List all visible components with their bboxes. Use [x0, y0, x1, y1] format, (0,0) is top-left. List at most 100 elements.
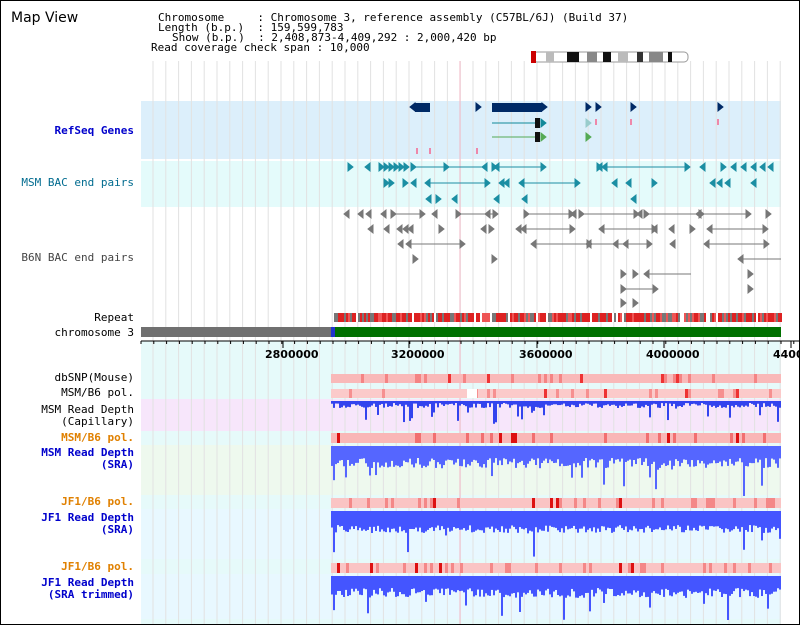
jf1-trim-depth-bar — [673, 576, 675, 593]
msm-bac-end — [709, 177, 716, 189]
track-label-msm-b6-pol-2[interactable]: MSM/B6 pol. — [61, 431, 134, 444]
track-label-msm-read-depth-capillary[interactable]: MSM Read Depth (Capillary) — [41, 403, 134, 428]
jf1-sra-depth-bar — [477, 511, 479, 530]
track-label-jf1-b6-pol-2[interactable]: JF1/B6 pol. — [61, 560, 134, 573]
jf1-sra-depth-bar — [647, 511, 649, 526]
msm-b6-pol-bin — [736, 433, 739, 443]
msm-b6-pol-bin — [541, 433, 544, 443]
track-label-jf1-b6-pol-1[interactable]: JF1/B6 pol. — [61, 495, 134, 508]
jf1-sra-depth-bar — [567, 511, 569, 530]
jf1-sra-depth-bar — [629, 511, 631, 530]
repeat-segment — [684, 313, 686, 322]
jf1-b6-pol-bin — [466, 563, 469, 573]
msm-capillary-depth-bar — [709, 401, 711, 406]
jf1-trim-depth-bar — [501, 576, 503, 616]
msm-capillary-depth-bar — [549, 401, 551, 406]
track-label-msm-b6-pol-1[interactable]: MSM/B6 pol. — [61, 386, 134, 399]
track-label-msm-read-depth-sra[interactable]: MSM Read Depth (SRA) — [41, 446, 134, 471]
dbsnp-bin — [469, 374, 472, 383]
track-label-chromosome[interactable]: chromosome 3 — [54, 326, 134, 339]
msm-sra-depth-bar — [693, 446, 695, 467]
msm-b6-pol-bin — [613, 433, 616, 443]
jf1-trim-depth-bar — [647, 576, 649, 597]
msm-sra-depth-bar — [731, 446, 733, 464]
msm-sra-depth-bar — [429, 446, 431, 462]
dbsnp-bin — [577, 374, 580, 383]
dbsnp-bin — [709, 374, 712, 383]
repeat-segment — [612, 313, 614, 322]
jf1-b6-pol-bin — [475, 563, 478, 573]
jf1-b6-pol-bin — [505, 563, 508, 573]
jf1-sra-depth-bar — [717, 511, 719, 527]
msm-sra-depth-bar — [345, 446, 347, 478]
repeat-segment — [402, 313, 404, 322]
jf1-sra-depth-bar — [471, 511, 473, 533]
jf1-b6-pol-bin — [559, 498, 562, 508]
msm-capillary-depth-bar — [409, 401, 411, 421]
jf1-b6-pol-bin — [685, 498, 688, 508]
repeat-segment — [518, 313, 520, 322]
msm-b6-pol-bin — [493, 389, 496, 398]
repeat-segment — [618, 313, 620, 322]
jf1-sra-depth-bar — [747, 511, 749, 532]
jf1-sra-depth-bar — [763, 511, 765, 533]
jf1-trim-depth-bar — [561, 576, 563, 596]
track-label-jf1-read-depth-trimmed[interactable]: JF1 Read Depth (SRA trimmed) — [41, 576, 134, 601]
msm-bac-end — [521, 193, 528, 205]
repeat-segment — [588, 313, 590, 322]
msm-sra-depth-bar — [413, 446, 415, 468]
track-label-jf1-read-depth-sra[interactable]: JF1 Read Depth (SRA) — [41, 511, 134, 536]
msm-capillary-depth-bar — [417, 401, 419, 408]
track-label-msm-bac[interactable]: MSM BAC end pairs — [21, 176, 134, 189]
msm-sra-depth-bar — [455, 446, 457, 463]
msm-sra-depth-bar — [495, 446, 497, 459]
jf1-trim-depth-bar — [429, 576, 431, 596]
jf1-sra-depth-bar — [391, 511, 393, 529]
b6n-bac-end — [438, 223, 445, 235]
msm-bac-end — [684, 161, 691, 173]
repeat-segment — [572, 313, 574, 322]
jf1-trim-depth-bar — [661, 576, 663, 590]
repeat-segment — [596, 313, 598, 322]
repeat-segment — [614, 313, 616, 322]
jf1-b6-pol-bin — [751, 563, 754, 573]
jf1-trim-depth-bar — [463, 576, 465, 593]
msm-b6-pol-bin — [568, 389, 571, 398]
jf1-trim-depth-bar — [733, 576, 735, 592]
jf1-trim-depth-bar — [347, 576, 349, 597]
msm-capillary-depth-bar — [485, 401, 487, 408]
jf1-b6-pol-bin — [742, 563, 745, 573]
track-label-refseq[interactable]: RefSeq Genes — [54, 124, 134, 137]
repeat-segment — [602, 313, 604, 322]
msm-b6-pol-bin — [355, 433, 358, 443]
msm-b6-pol-bin — [706, 389, 709, 398]
jf1-b6-pol-bin — [421, 498, 424, 508]
msm-sra-depth-bar — [395, 446, 397, 466]
dbsnp-bin — [688, 374, 691, 383]
jf1-sra-depth-bar — [427, 511, 429, 530]
msm-b6-pol-bin — [619, 389, 622, 398]
msm-sra-depth-bar — [547, 446, 549, 464]
repeat-segment — [688, 313, 690, 322]
jf1-b6-pol-bin — [391, 498, 394, 508]
track-label-b6n-bac[interactable]: B6N BAC end pairs — [21, 251, 134, 264]
msm-capillary-depth-bar — [521, 401, 523, 420]
msm-b6-pol-bin — [766, 433, 769, 443]
msm-capillary-depth-bar — [765, 401, 767, 407]
jf1-b6-pol-bin — [670, 563, 673, 573]
msm-sra-depth-bar — [723, 446, 725, 461]
track-label-repeat[interactable]: Repeat — [94, 311, 134, 324]
jf1-b6-pol-bin — [688, 563, 691, 573]
msm-capillary-depth-bar — [513, 401, 515, 405]
jf1-b6-pol-bin — [364, 563, 367, 573]
msm-sra-depth-bar — [515, 446, 517, 468]
msm-b6-pol-bin — [751, 389, 754, 398]
jf1-b6-pol-bin — [508, 563, 511, 573]
msm-b6-pol-bin — [661, 389, 664, 398]
track-label-dbsnp[interactable]: dbSNP(Mouse) — [54, 371, 134, 384]
msm-sra-depth-bar — [389, 446, 391, 467]
msm-b6-pol-bin — [517, 433, 520, 443]
jf1-sra-depth-bar — [583, 511, 585, 527]
jf1-trim-depth-bar — [471, 576, 473, 592]
